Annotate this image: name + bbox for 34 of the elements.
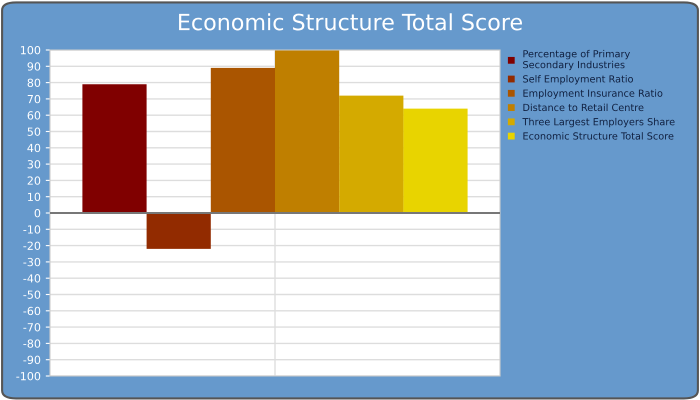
y-tick-label: 40 <box>27 144 40 152</box>
y-tick-label: -100 <box>16 372 40 380</box>
y-tick-label: -80 <box>23 339 40 348</box>
y-tick-label: -40 <box>23 274 40 283</box>
y-tick-label: -60 <box>23 306 40 316</box>
y-tick-label: 80 <box>28 78 40 87</box>
y-tick-label: 20 <box>28 176 40 185</box>
y-tick-label: 30 <box>28 160 40 168</box>
bar <box>82 84 147 213</box>
legend-label: Self Employment Ratio <box>523 75 633 84</box>
bar <box>275 50 340 213</box>
y-tick-label: -70 <box>23 323 40 332</box>
bar <box>146 213 211 249</box>
y-tick-label: 90 <box>28 62 40 71</box>
bar <box>403 108 468 213</box>
legend-label: Percentage of Primary Secondary Industries <box>523 50 630 70</box>
bar <box>339 96 404 213</box>
y-tick-label: -20 <box>23 242 40 250</box>
y-tick-label: -90 <box>23 356 40 364</box>
legend-label: Employment Insurance Ratio <box>523 89 662 99</box>
legend-label: Three Largest Employers Share <box>522 118 675 128</box>
y-tick-label: 10 <box>28 192 40 202</box>
chart-title: Economic Structure Total Score <box>179 13 522 30</box>
y-tick-label: 50 <box>28 127 40 136</box>
y-tick-label: -10 <box>23 225 40 234</box>
y-tick-label: 100 <box>20 46 40 54</box>
y-tick-label: 0 <box>34 208 40 218</box>
legend-label: Distance to Retail Centre <box>523 104 644 112</box>
y-tick-label: -50 <box>23 290 40 299</box>
y-tick-label: -30 <box>23 258 40 266</box>
legend-label: Economic Structure Total Score <box>523 132 674 140</box>
y-tick-label: 60 <box>28 111 40 120</box>
y-tick-label: 70 <box>28 94 40 104</box>
bar <box>210 68 275 213</box>
